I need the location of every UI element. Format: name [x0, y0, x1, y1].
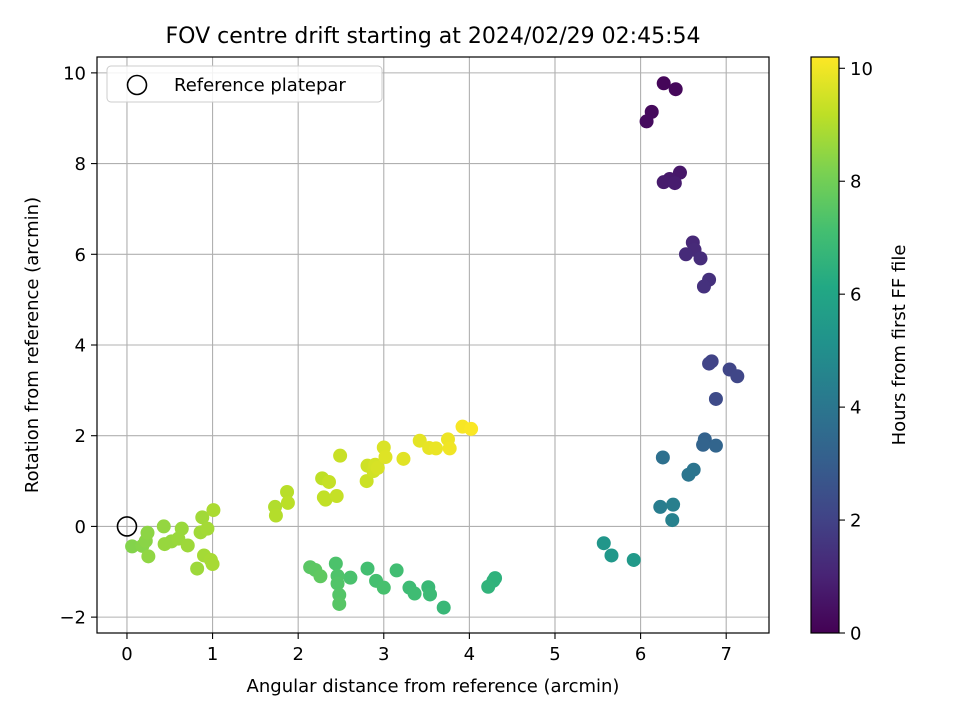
scatter-point	[378, 450, 393, 465]
chart-title: FOV centre drift starting at 2024/02/29 …	[166, 24, 701, 49]
scatter-point	[280, 484, 295, 499]
scatter-point	[653, 499, 668, 514]
scatter-point	[268, 508, 283, 523]
x-tick-label: 1	[207, 644, 218, 665]
x-tick-label: 3	[378, 644, 389, 665]
scatter-point	[321, 474, 336, 489]
scatter-point	[626, 552, 641, 567]
scatter-point	[442, 441, 457, 456]
x-tick-label: 2	[292, 644, 303, 665]
scatter-point	[672, 165, 687, 180]
scatter-point	[333, 448, 348, 463]
x-tick-label: 4	[464, 644, 475, 665]
data-points	[125, 76, 745, 615]
scatter-point	[190, 561, 205, 576]
colorbar-tick-label: 0	[850, 624, 861, 645]
scatter-point	[708, 391, 723, 406]
scatter-point	[639, 114, 654, 129]
scatter-point	[396, 451, 411, 466]
y-tick-label: 2	[75, 426, 86, 447]
scatter-point	[412, 433, 427, 448]
scatter-point	[696, 279, 711, 294]
y-axis-label: Rotation from reference (arcmin)	[22, 197, 43, 493]
scatter-point	[655, 450, 670, 465]
colorbar-tick-label: 6	[850, 285, 861, 306]
scatter-point	[360, 561, 375, 576]
scatter-point	[708, 438, 723, 453]
scatter-point	[156, 519, 171, 534]
colorbar-ticks: 0 2 4 6 8 10	[839, 59, 873, 645]
y-tick-label: 0	[75, 517, 86, 538]
colorbar-label: Hours from first FF file	[889, 245, 910, 446]
scatter-point	[667, 176, 682, 191]
y-tick-label: 4	[75, 336, 86, 357]
scatter-point	[206, 503, 221, 518]
scatter-point	[313, 569, 328, 584]
legend-label: Reference platepar	[174, 75, 346, 96]
y-tick-label: 6	[75, 245, 86, 266]
y-tick-label: 10	[63, 63, 86, 84]
scatter-point	[730, 369, 745, 384]
colorbar-tick-label: 8	[850, 172, 861, 193]
legend-box	[106, 65, 383, 103]
scatter-point	[666, 497, 681, 512]
scatter-point	[318, 492, 333, 507]
scatter-point	[693, 251, 708, 266]
colorbar-tick-label: 10	[850, 59, 873, 80]
colorbar-gradient	[810, 56, 840, 634]
x-tick-label: 0	[121, 644, 132, 665]
colorbar-tick-label: 4	[850, 398, 861, 419]
scatter-point	[656, 175, 671, 190]
scatter-point	[174, 521, 189, 536]
reference-platepar-marker	[116, 516, 138, 537]
x-tick-label: 6	[635, 644, 646, 665]
colorbar-tick-label: 2	[850, 511, 861, 532]
scatter-point	[678, 247, 693, 262]
scatter-point	[280, 495, 295, 510]
scatter-point	[330, 576, 345, 591]
scatter-point	[329, 489, 344, 504]
scatter-point	[407, 586, 422, 601]
scatter-point	[665, 513, 680, 528]
x-tick-label: 7	[720, 644, 731, 665]
scatter-point	[481, 579, 496, 594]
scatter-point	[702, 356, 717, 371]
scatter-point	[604, 548, 619, 563]
scatter-point	[596, 536, 611, 551]
grid-lines	[97, 57, 769, 633]
scatter-point	[125, 539, 140, 554]
y-axis-ticks: −2 0 2 4 6 8 10	[59, 63, 97, 629]
x-axis-label: Angular distance from reference (arcmin)	[247, 676, 620, 697]
scatter-point	[668, 82, 683, 97]
scatter-point	[389, 563, 404, 578]
scatter-point	[359, 474, 374, 489]
scatter-point	[428, 441, 443, 456]
scatter-point	[436, 600, 451, 615]
scatter-point	[141, 549, 156, 564]
y-tick-label: 8	[75, 154, 86, 175]
scatter-point	[332, 596, 347, 611]
scatter-point	[464, 421, 479, 436]
scatter-point	[200, 521, 215, 536]
y-tick-label: −2	[59, 608, 86, 629]
legend: Reference platepar	[106, 65, 383, 103]
scatter-point	[681, 467, 696, 482]
scatter-point	[140, 525, 155, 540]
scatter-point	[180, 538, 195, 553]
x-axis-ticks: 0 1 2 3 4 5 6 7	[121, 633, 732, 665]
colorbar: 0 2 4 6 8 10 Hours from first FF file	[810, 56, 910, 645]
legend-open-circle-marker	[126, 74, 148, 96]
x-tick-label: 5	[549, 644, 560, 665]
scatter-point	[195, 510, 210, 525]
scatter-point	[370, 460, 385, 475]
scatter-point	[343, 570, 358, 585]
scatter-point	[656, 76, 671, 91]
scatter-point	[696, 437, 711, 452]
scatter-point	[328, 556, 343, 571]
scatter-point	[376, 580, 391, 595]
scatter-point	[205, 557, 220, 572]
scatter-point	[423, 587, 438, 602]
